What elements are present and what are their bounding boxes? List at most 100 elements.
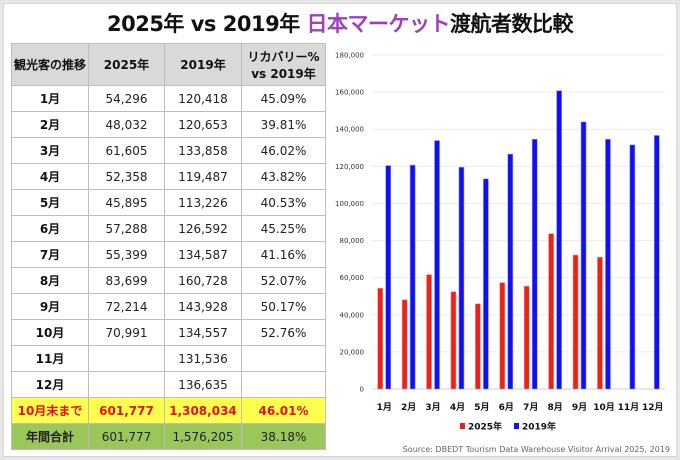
bar-2019-1 <box>385 165 392 390</box>
cell-month: 9月 <box>11 293 89 320</box>
cell-2025: 72,214 <box>88 293 165 320</box>
total-row: 年間合計 601,777 1,576,205 38.18% <box>11 423 326 450</box>
y-tick-label: 140,000 <box>335 126 364 134</box>
bar-2019-7 <box>531 138 538 390</box>
header-category: 観光客の推移 <box>11 43 89 86</box>
cell-2025: 61,605 <box>88 137 165 164</box>
cell-recovery <box>241 371 326 398</box>
x-tick-label: 4月 <box>450 402 465 413</box>
x-tick-label: 7月 <box>523 402 538 413</box>
cell-2019: 143,928 <box>164 293 242 320</box>
header-recovery: リカバリー% vs 2019年 <box>241 43 326 86</box>
cell-2019: 1,308,034 <box>164 397 242 424</box>
title-accent: 日本マーケット <box>306 12 451 36</box>
table-row: 6月 57,288 126,592 45.25% <box>11 215 326 242</box>
bar-2019-5 <box>483 178 489 390</box>
cell-2019: 113,226 <box>164 189 242 216</box>
title-suffix: 渡航者数比較 <box>450 12 574 36</box>
x-tick-label: 2月 <box>401 402 416 413</box>
table-row: 10月 70,991 134,557 52.76% <box>11 319 326 346</box>
bar-2019-3 <box>434 140 440 390</box>
cell-month: 10月末まで <box>11 397 89 424</box>
y-tick-label: 0 <box>360 386 364 394</box>
cell-month: 2月 <box>11 111 89 138</box>
cell-2025: 601,777 <box>88 397 165 424</box>
cell-2019: 136,635 <box>164 371 242 398</box>
cell-recovery: 43.82% <box>241 163 326 190</box>
cell-2019: 120,653 <box>164 111 242 138</box>
cell-2019: 134,557 <box>164 319 242 346</box>
ytd-row: 10月末まで 601,777 1,308,034 46.01% <box>11 397 326 424</box>
y-tick-label: 80,000 <box>340 237 365 245</box>
y-tick-label: 60,000 <box>340 274 365 282</box>
bar-2019-8 <box>556 90 562 390</box>
table-row: 3月 61,605 133,858 46.02% <box>11 137 326 164</box>
bar-2019-2 <box>409 164 416 390</box>
bar-2019-9 <box>580 121 587 390</box>
cell-2019: 1,576,205 <box>164 423 242 450</box>
table-header-row: 観光客の推移 2025年 2019年 リカバリー% vs 2019年 <box>11 43 326 86</box>
bar-2025-7 <box>523 285 530 390</box>
cell-month: 年間合計 <box>11 423 89 450</box>
x-tick-label: 9月 <box>572 402 587 413</box>
table-row: 1月 54,296 120,418 45.09% <box>11 85 326 112</box>
legend-label: 2019年 <box>522 421 556 433</box>
cell-2025: 54,296 <box>88 85 165 112</box>
legend: 2025年 2019年 <box>460 421 556 433</box>
bar-2025-6 <box>499 282 506 390</box>
cell-month: 5月 <box>11 189 89 216</box>
cell-2025: 83,699 <box>88 267 165 294</box>
table-row: 7月 55,399 134,587 41.16% <box>11 241 326 268</box>
cell-recovery: 46.02% <box>241 137 326 164</box>
bar-chart: 0 20,000 40,000 60,000 80,000 100,000 120,000 1… <box>335 52 670 455</box>
cell-recovery: 38.18% <box>241 423 326 450</box>
cell-2025: 52,358 <box>88 163 165 190</box>
header-2019: 2019年 <box>164 43 242 86</box>
legend-label: 2025年 <box>468 421 502 433</box>
x-tick-label: 10月 <box>593 402 615 413</box>
x-axis-ticks: 1月 2月 3月 4月 5月 6月 7月 8月 9月 10月 11月 12月 <box>377 402 664 413</box>
visitor-table: 観光客の推移 2025年 2019年 リカバリー% vs 2019年 1月 54,… <box>11 43 326 450</box>
cell-2019: 126,592 <box>164 215 242 242</box>
x-tick-label: 1月 <box>377 402 392 413</box>
cell-2025 <box>88 345 165 372</box>
gridlines <box>372 54 665 390</box>
y-tick-label: 120,000 <box>335 163 364 171</box>
bar-2019-11 <box>629 144 636 390</box>
table-row: 4月 52,358 119,487 43.82% <box>11 163 326 190</box>
title-prefix: 2025年 vs 2019年 <box>106 12 307 36</box>
bar-2019-6 <box>507 153 514 390</box>
x-tick-label: 8月 <box>547 402 562 413</box>
bar-2025-1 <box>377 287 384 390</box>
bar-2025-10 <box>597 256 603 390</box>
bar-2025-8 <box>548 233 554 390</box>
header-2025: 2025年 <box>88 43 165 86</box>
cell-2019: 119,487 <box>164 163 242 190</box>
cell-recovery: 52.76% <box>241 319 326 346</box>
y-tick-label: 160,000 <box>335 89 364 97</box>
cell-2019: 134,587 <box>164 241 242 268</box>
cell-2019: 160,728 <box>164 267 242 294</box>
cell-month: 8月 <box>11 267 89 294</box>
x-tick-label: 5月 <box>474 402 489 413</box>
cell-2025: 57,288 <box>88 215 165 242</box>
table-row: 9月 72,214 143,928 50.17% <box>11 293 326 320</box>
cell-recovery: 40.53% <box>241 189 326 216</box>
y-tick-label: 180,000 <box>335 52 364 60</box>
cell-month: 10月 <box>11 319 89 346</box>
cell-recovery: 46.01% <box>241 397 326 424</box>
bars <box>377 90 660 390</box>
legend-swatch-2019 <box>514 423 519 429</box>
bar-2025-2 <box>401 299 408 390</box>
cell-month: 12月 <box>11 371 89 398</box>
bar-2019-12 <box>653 135 660 390</box>
cell-2025 <box>88 371 165 398</box>
cell-recovery: 41.16% <box>241 241 326 268</box>
cell-recovery: 45.25% <box>241 215 326 242</box>
y-tick-label: 100,000 <box>335 200 364 208</box>
cell-month: 4月 <box>11 163 89 190</box>
bar-2019-10 <box>605 139 611 390</box>
cell-2019: 131,536 <box>164 345 242 372</box>
bar-2025-3 <box>426 274 432 390</box>
cell-2025: 601,777 <box>88 423 165 450</box>
